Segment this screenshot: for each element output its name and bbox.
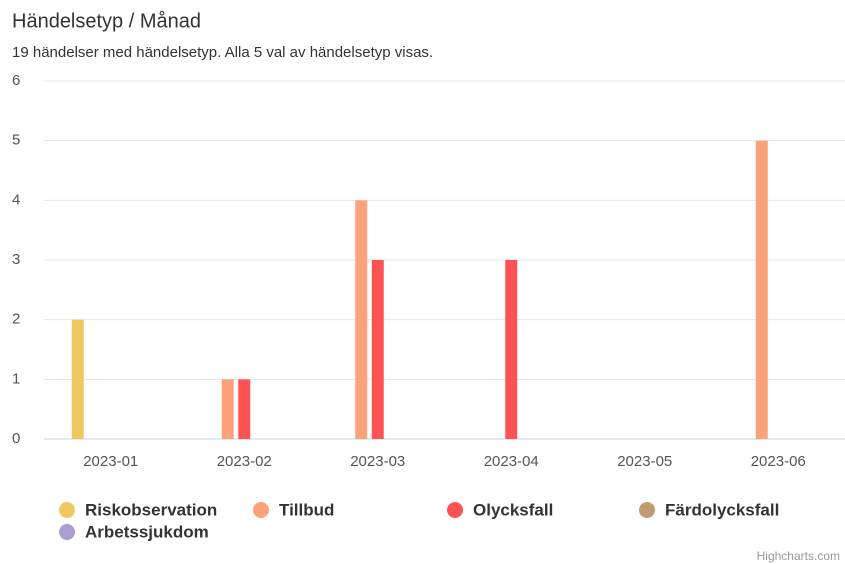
legend-label[interactable]: Tillbud	[279, 500, 334, 519]
x-tick-label: 2023-06	[751, 453, 806, 470]
y-tick-label: 6	[12, 72, 20, 89]
y-tick-label: 2	[12, 311, 20, 328]
legend-label[interactable]: Riskobservation	[85, 500, 217, 519]
credits[interactable]: Highcharts.com	[757, 549, 840, 563]
x-tick-label: 2023-04	[484, 453, 539, 470]
bar	[755, 140, 768, 439]
legend-label[interactable]: Färdolycksfall	[665, 500, 779, 519]
x-tick-label: 2023-01	[83, 453, 138, 470]
y-tick-label: 5	[12, 132, 20, 149]
bar	[505, 260, 518, 439]
x-tick-label: 2023-03	[350, 453, 405, 470]
y-tick-label: 3	[12, 251, 20, 268]
legend-symbol	[639, 502, 655, 518]
y-tick-label: 4	[12, 191, 20, 208]
chart-title: Händelsetyp / Månad	[12, 10, 201, 32]
legend-label[interactable]: Arbetssjukdom	[85, 522, 209, 541]
bar	[71, 319, 84, 439]
x-tick-label: 2023-05	[617, 453, 672, 470]
y-tick-label: 0	[12, 430, 20, 447]
x-tick-label: 2023-02	[217, 453, 272, 470]
legend-symbol	[253, 502, 269, 518]
bar	[355, 200, 368, 439]
legend-symbol	[447, 502, 463, 518]
bar	[221, 379, 234, 439]
bar	[238, 379, 251, 439]
legend-symbol	[59, 524, 75, 540]
legend-symbol	[59, 502, 75, 518]
y-tick-label: 1	[12, 370, 20, 387]
legend-label[interactable]: Olycksfall	[473, 500, 553, 519]
bar	[371, 260, 384, 439]
chart-subtitle: 19 händelser med händelsetyp. Alla 5 val…	[12, 44, 433, 61]
